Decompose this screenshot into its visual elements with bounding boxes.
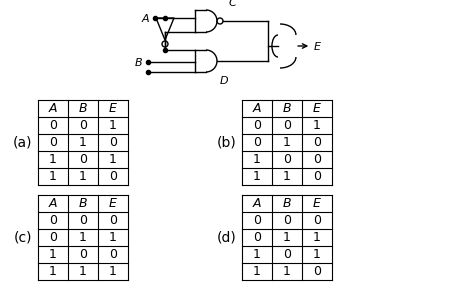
Text: 1: 1: [49, 265, 57, 278]
Text: A: A: [49, 197, 57, 210]
Text: B: B: [283, 197, 291, 210]
Text: 1: 1: [109, 231, 117, 244]
Text: 1: 1: [79, 170, 87, 183]
Text: 1: 1: [283, 170, 291, 183]
Text: 1: 1: [253, 248, 261, 261]
Text: A: A: [253, 197, 261, 210]
Text: 0: 0: [49, 136, 57, 149]
Text: 1: 1: [109, 119, 117, 132]
Text: (d): (d): [216, 230, 236, 244]
Text: (a): (a): [12, 136, 32, 150]
Text: E: E: [109, 197, 117, 210]
Text: 1: 1: [313, 231, 321, 244]
Text: 0: 0: [79, 119, 87, 132]
Text: 0: 0: [253, 119, 261, 132]
Text: 0: 0: [49, 119, 57, 132]
Text: A: A: [49, 102, 57, 115]
Text: 0: 0: [313, 214, 321, 227]
Text: 0: 0: [49, 214, 57, 227]
Text: 0: 0: [253, 136, 261, 149]
Text: B: B: [283, 102, 291, 115]
Text: 1: 1: [253, 153, 261, 166]
Text: 1: 1: [109, 153, 117, 166]
Text: 1: 1: [253, 265, 261, 278]
Text: 1: 1: [109, 265, 117, 278]
Text: 1: 1: [313, 248, 321, 261]
Text: B: B: [79, 102, 87, 115]
Text: 0: 0: [313, 136, 321, 149]
Text: 0: 0: [109, 214, 117, 227]
Text: 1: 1: [49, 170, 57, 183]
Text: 1: 1: [313, 119, 321, 132]
Text: 0: 0: [79, 214, 87, 227]
Text: 0: 0: [49, 231, 57, 244]
Text: $C$: $C$: [228, 0, 238, 8]
Text: 0: 0: [313, 170, 321, 183]
Text: 0: 0: [109, 136, 117, 149]
Text: E: E: [109, 102, 117, 115]
Text: 0: 0: [283, 153, 291, 166]
Text: 0: 0: [109, 170, 117, 183]
Text: 0: 0: [253, 214, 261, 227]
Text: 0: 0: [79, 153, 87, 166]
Text: 1: 1: [283, 265, 291, 278]
Text: 1: 1: [253, 170, 261, 183]
Text: 0: 0: [79, 248, 87, 261]
Text: 0: 0: [313, 153, 321, 166]
Text: 0: 0: [283, 214, 291, 227]
Text: $A$: $A$: [141, 12, 150, 24]
Text: (c): (c): [14, 230, 32, 244]
Text: 0: 0: [253, 231, 261, 244]
Text: 0: 0: [109, 248, 117, 261]
Text: 1: 1: [49, 248, 57, 261]
Text: 1: 1: [49, 153, 57, 166]
Text: 0: 0: [313, 265, 321, 278]
Text: 1: 1: [79, 136, 87, 149]
Text: $B$: $B$: [134, 56, 143, 68]
Text: (b): (b): [216, 136, 236, 150]
Text: E: E: [313, 197, 321, 210]
Text: B: B: [79, 197, 87, 210]
Text: 0: 0: [283, 119, 291, 132]
Text: 1: 1: [283, 136, 291, 149]
Text: A: A: [253, 102, 261, 115]
Text: 1: 1: [79, 231, 87, 244]
Text: $E$: $E$: [313, 40, 322, 52]
Text: 1: 1: [79, 265, 87, 278]
Text: 0: 0: [283, 248, 291, 261]
Text: 1: 1: [283, 231, 291, 244]
Text: E: E: [313, 102, 321, 115]
Text: $D$: $D$: [219, 74, 229, 86]
